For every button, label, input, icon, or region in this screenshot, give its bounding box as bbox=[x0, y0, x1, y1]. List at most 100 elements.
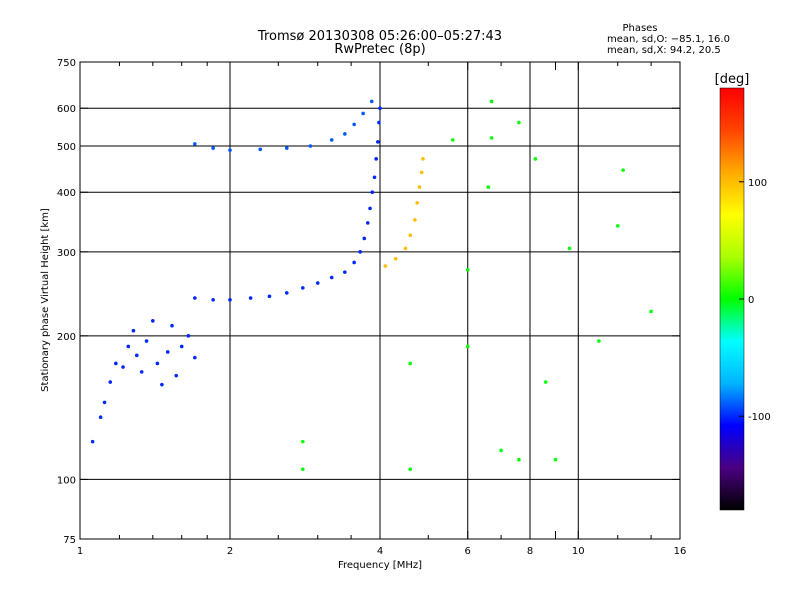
data-point bbox=[486, 185, 491, 189]
data-point bbox=[408, 233, 413, 238]
data-point bbox=[352, 122, 356, 127]
data-point bbox=[108, 380, 113, 384]
data-point bbox=[114, 361, 118, 366]
x-tick-label: 1 bbox=[77, 546, 83, 557]
data-point bbox=[102, 400, 107, 405]
data-point bbox=[284, 291, 289, 295]
y-tick-label: 500 bbox=[57, 142, 76, 153]
data-point bbox=[186, 334, 191, 338]
data-point bbox=[308, 144, 313, 148]
data-points bbox=[90, 99, 653, 472]
data-point bbox=[421, 157, 425, 161]
data-point bbox=[543, 380, 548, 384]
data-point bbox=[155, 361, 160, 366]
data-point bbox=[248, 296, 253, 300]
data-point bbox=[615, 224, 620, 228]
data-point bbox=[368, 206, 372, 211]
data-point bbox=[372, 175, 377, 180]
data-point bbox=[165, 350, 170, 354]
data-point bbox=[362, 236, 367, 241]
y-tick-label: 100 bbox=[57, 475, 76, 486]
y-tick-label: 600 bbox=[57, 104, 76, 115]
data-point bbox=[376, 140, 380, 144]
data-point bbox=[415, 201, 419, 205]
data-point bbox=[383, 264, 388, 268]
colorbar-tick-label: -100 bbox=[748, 412, 771, 423]
data-point bbox=[267, 294, 272, 299]
x-tick-label: 4 bbox=[377, 546, 383, 557]
data-point bbox=[228, 148, 232, 152]
data-point bbox=[408, 361, 413, 366]
data-point bbox=[151, 319, 155, 323]
data-point bbox=[174, 373, 179, 378]
data-point bbox=[315, 281, 320, 285]
data-point bbox=[352, 260, 356, 265]
data-point bbox=[284, 146, 289, 150]
data-point bbox=[374, 157, 378, 161]
data-point bbox=[193, 355, 197, 360]
x-tick-label: 8 bbox=[527, 546, 533, 557]
data-point bbox=[211, 146, 215, 150]
data-point bbox=[193, 142, 197, 146]
data-point bbox=[369, 99, 374, 104]
data-point bbox=[649, 309, 653, 314]
phase-box-title: Phases bbox=[622, 23, 657, 34]
data-point bbox=[90, 439, 95, 444]
data-point bbox=[343, 132, 347, 136]
data-point bbox=[489, 99, 494, 104]
y-tick-label: 75 bbox=[63, 535, 76, 546]
y-tick-label: 300 bbox=[57, 248, 76, 259]
data-point bbox=[361, 111, 365, 116]
data-point bbox=[329, 275, 334, 280]
data-point bbox=[393, 257, 398, 261]
data-point bbox=[517, 457, 521, 462]
data-point bbox=[465, 268, 470, 272]
phase-box-o-mode: mean, sd,O: −85.1, 16.0 bbox=[607, 34, 730, 45]
data-point bbox=[377, 120, 381, 125]
data-point bbox=[358, 250, 362, 254]
phase-box-x-mode: mean, sd,X: 94.2, 20.5 bbox=[607, 45, 721, 56]
x-tick-label: 16 bbox=[674, 546, 687, 557]
data-point bbox=[517, 120, 521, 125]
data-point bbox=[403, 246, 408, 251]
data-point bbox=[228, 297, 232, 302]
data-point bbox=[489, 136, 494, 140]
data-point bbox=[139, 370, 144, 374]
data-point bbox=[144, 339, 149, 343]
data-point bbox=[179, 344, 184, 349]
y-axis-label: Stationary phase Virtual Height [km] bbox=[40, 208, 51, 392]
data-point bbox=[417, 185, 422, 189]
data-point bbox=[533, 157, 538, 161]
chart-subtitle: RwPretec (8p) bbox=[334, 42, 425, 57]
data-point bbox=[301, 439, 305, 444]
data-point bbox=[597, 339, 601, 343]
data-point bbox=[413, 218, 417, 222]
data-point bbox=[170, 323, 174, 328]
data-point bbox=[160, 382, 164, 387]
data-point bbox=[343, 270, 347, 274]
data-point bbox=[419, 170, 424, 175]
y-tick-label: 200 bbox=[57, 332, 76, 343]
data-point bbox=[211, 297, 215, 302]
data-point bbox=[193, 296, 197, 300]
data-point bbox=[621, 168, 625, 172]
x-tick-label: 6 bbox=[465, 546, 471, 557]
colorbar-tick-label: 100 bbox=[748, 178, 767, 189]
data-point bbox=[131, 328, 136, 333]
chart-title: Tromsø 20130308 05:26:00–05:27:43 bbox=[257, 29, 502, 44]
data-point bbox=[378, 106, 382, 111]
data-point bbox=[301, 286, 305, 290]
colorbar-label: [deg] bbox=[715, 72, 750, 87]
data-point bbox=[121, 365, 125, 369]
data-point bbox=[451, 138, 455, 142]
data-point bbox=[365, 221, 370, 225]
data-point bbox=[301, 467, 305, 472]
data-point bbox=[465, 344, 470, 349]
data-point bbox=[126, 344, 131, 349]
x-axis-label: Frequency [MHz] bbox=[338, 560, 422, 571]
y-tick-label: 400 bbox=[57, 188, 76, 199]
colorbar-tick-label: 0 bbox=[748, 295, 754, 306]
x-tick-label: 2 bbox=[227, 546, 233, 557]
